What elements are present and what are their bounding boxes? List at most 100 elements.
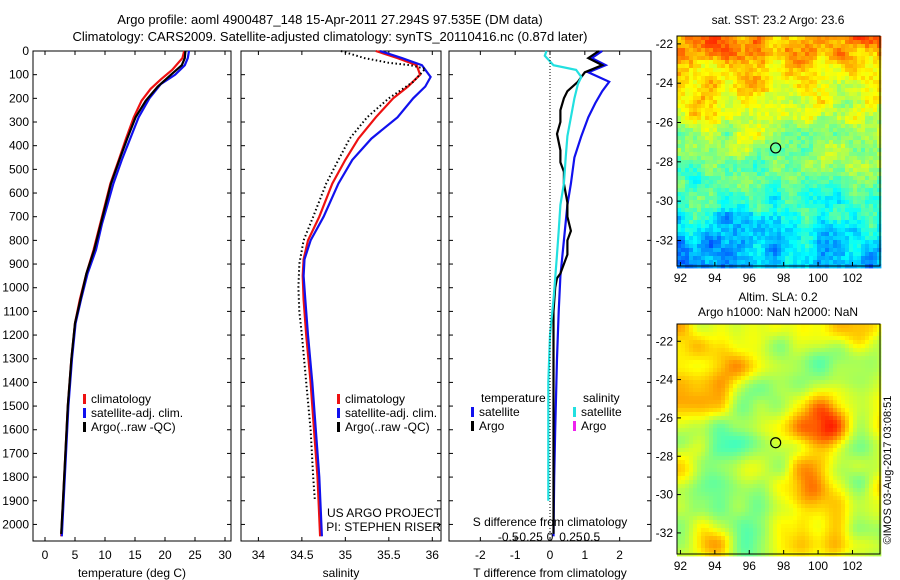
- sst-cell: [849, 172, 854, 177]
- sst-cell: [789, 168, 794, 173]
- sla-cell: [689, 480, 694, 485]
- sst-cell: [825, 256, 830, 261]
- sla-cell: [693, 436, 698, 441]
- sla-cell: [765, 496, 770, 501]
- sla-cell: [709, 324, 714, 329]
- sst-cell: [749, 44, 754, 49]
- sst-cell: [781, 76, 786, 81]
- sst-cell: [829, 56, 834, 61]
- sst-cell: [749, 116, 754, 121]
- sla-cell: [729, 380, 734, 385]
- sla-cell: [709, 476, 714, 481]
- sst-cell: [773, 208, 778, 213]
- sla-cell: [769, 548, 774, 553]
- sst-cell: [793, 196, 798, 201]
- sst-cell: [777, 60, 782, 65]
- sst-cell: [725, 256, 730, 261]
- sla-cell: [689, 412, 694, 417]
- sla-cell: [705, 368, 710, 373]
- sla-cell: [729, 480, 734, 485]
- sla-cell: [737, 380, 742, 385]
- sst-cell: [805, 244, 810, 249]
- sla-cell: [721, 452, 726, 457]
- sla-cell: [685, 324, 690, 329]
- sla-cell: [705, 488, 710, 493]
- sst-cell: [817, 256, 822, 261]
- sla-cell: [693, 368, 698, 373]
- sst-cell: [713, 252, 718, 257]
- sst-cell: [705, 92, 710, 97]
- sst-cell: [801, 80, 806, 85]
- sla-cell: [781, 472, 786, 477]
- sla-cell: [769, 520, 774, 525]
- sst-cell: [689, 128, 694, 133]
- sst-cell: [837, 88, 842, 93]
- sla-cell: [769, 444, 774, 449]
- sst-cell: [877, 236, 882, 241]
- sla-cell: [741, 548, 746, 553]
- sst-cell: [725, 132, 730, 137]
- sla-cell: [677, 460, 682, 465]
- sst-cell: [781, 148, 786, 153]
- sst-cell: [681, 124, 686, 129]
- sst-cell: [713, 104, 718, 109]
- sla-cell: [733, 500, 738, 505]
- y-tick-label: 600: [9, 186, 29, 200]
- sst-cell: [689, 200, 694, 205]
- sla-cell: [701, 400, 706, 405]
- sst-cell: [753, 176, 758, 181]
- sst-cell: [689, 84, 694, 89]
- sst-cell: [857, 40, 862, 45]
- sst-cell: [861, 252, 866, 257]
- sst-cell: [793, 252, 798, 257]
- sla-cell: [737, 464, 742, 469]
- sla-cell: [769, 540, 774, 545]
- sst-cell: [833, 140, 838, 145]
- sla-cell: [717, 456, 722, 461]
- sst-cell: [721, 36, 726, 41]
- sla-cell: [685, 368, 690, 373]
- sla-cell: [689, 496, 694, 501]
- sla-cell: [741, 436, 746, 441]
- sla-cell: [789, 452, 794, 457]
- sst-cell: [765, 148, 770, 153]
- sst-cell: [785, 132, 790, 137]
- sst-cell: [829, 148, 834, 153]
- sst-cell: [725, 168, 730, 173]
- sla-cell: [745, 472, 750, 477]
- sst-cell: [781, 80, 786, 85]
- sst-cell: [717, 76, 722, 81]
- sst-cell: [801, 52, 806, 57]
- sla-cell: [777, 484, 782, 489]
- sla-cell: [785, 532, 790, 537]
- sst-cell: [813, 64, 818, 69]
- sla-cell: [677, 428, 682, 433]
- sst-lon-label: 96: [743, 271, 757, 285]
- sla-cell: [693, 520, 698, 525]
- sst-cell: [749, 120, 754, 125]
- sst-cell: [685, 228, 690, 233]
- sla-cell: [705, 540, 710, 545]
- sla-cell: [781, 364, 786, 369]
- sla-cell: [741, 328, 746, 333]
- sla-cell: [793, 528, 798, 533]
- sst-cell: [797, 124, 802, 129]
- sst-cell: [825, 200, 830, 205]
- sla-cell: [705, 364, 710, 369]
- sst-cell: [693, 52, 698, 57]
- sla-cell: [765, 384, 770, 389]
- sst-cell: [713, 224, 718, 229]
- sst-cell: [749, 64, 754, 69]
- sla-cell: [777, 464, 782, 469]
- sla-cell: [773, 368, 778, 373]
- sst-cell: [869, 116, 874, 121]
- sst-cell: [777, 68, 782, 73]
- sst-cell: [737, 236, 742, 241]
- sst-cell: [873, 96, 878, 101]
- sst-cell: [869, 96, 874, 101]
- sst-cell: [841, 204, 846, 209]
- sst-cell: [825, 236, 830, 241]
- sst-cell: [757, 120, 762, 125]
- x-tick-label-temperature: 0: [42, 548, 49, 562]
- sla-cell: [797, 384, 802, 389]
